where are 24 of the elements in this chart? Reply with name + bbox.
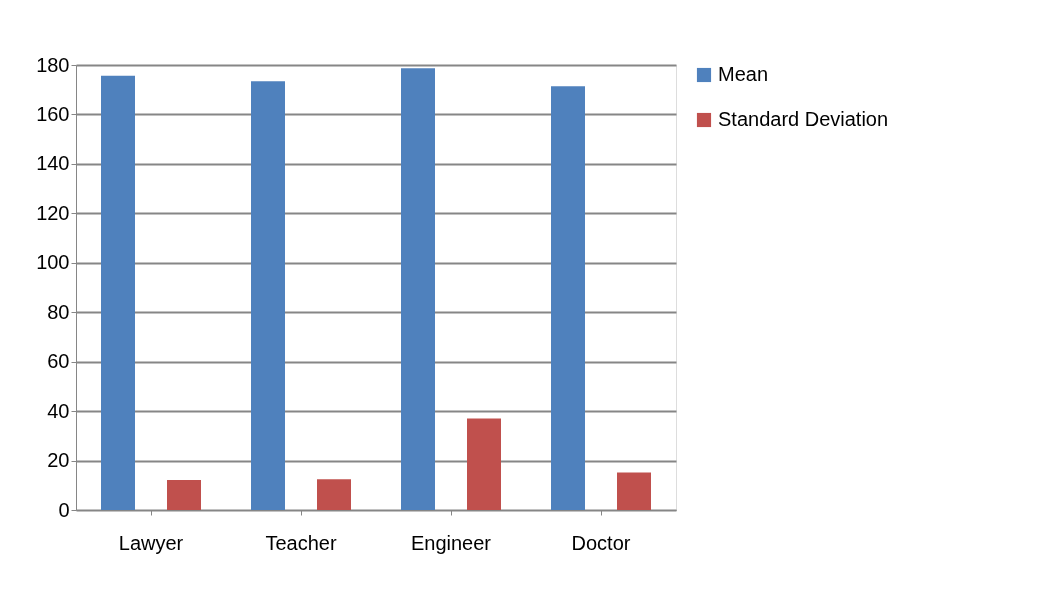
y-tick-label: 180 bbox=[36, 53, 70, 76]
legend-label: Standard Deviation bbox=[718, 108, 889, 130]
y-tick-label: 40 bbox=[47, 399, 70, 422]
x-tick-label: Doctor bbox=[571, 531, 631, 554]
y-tick-label: 20 bbox=[47, 449, 70, 472]
y-tick-label: 120 bbox=[36, 201, 70, 224]
bar bbox=[251, 81, 285, 510]
bar bbox=[167, 480, 201, 510]
x-tick-label: Engineer bbox=[410, 531, 492, 554]
legend-label: Mean bbox=[718, 63, 769, 85]
y-tick-label: 140 bbox=[36, 152, 70, 175]
bar bbox=[551, 86, 585, 510]
x-tick-label: Lawyer bbox=[118, 531, 184, 554]
y-tick-label: 0 bbox=[58, 498, 70, 521]
y-tick-label: 160 bbox=[36, 102, 70, 125]
y-tick-label: 60 bbox=[47, 350, 70, 373]
bar bbox=[101, 75, 135, 510]
bar bbox=[617, 472, 651, 510]
y-tick-label: 80 bbox=[47, 300, 70, 323]
bar bbox=[467, 418, 501, 510]
y-tick-label: 100 bbox=[36, 251, 70, 274]
bar bbox=[317, 479, 351, 510]
bar bbox=[401, 68, 435, 510]
x-tick-label: Teacher bbox=[265, 531, 337, 554]
